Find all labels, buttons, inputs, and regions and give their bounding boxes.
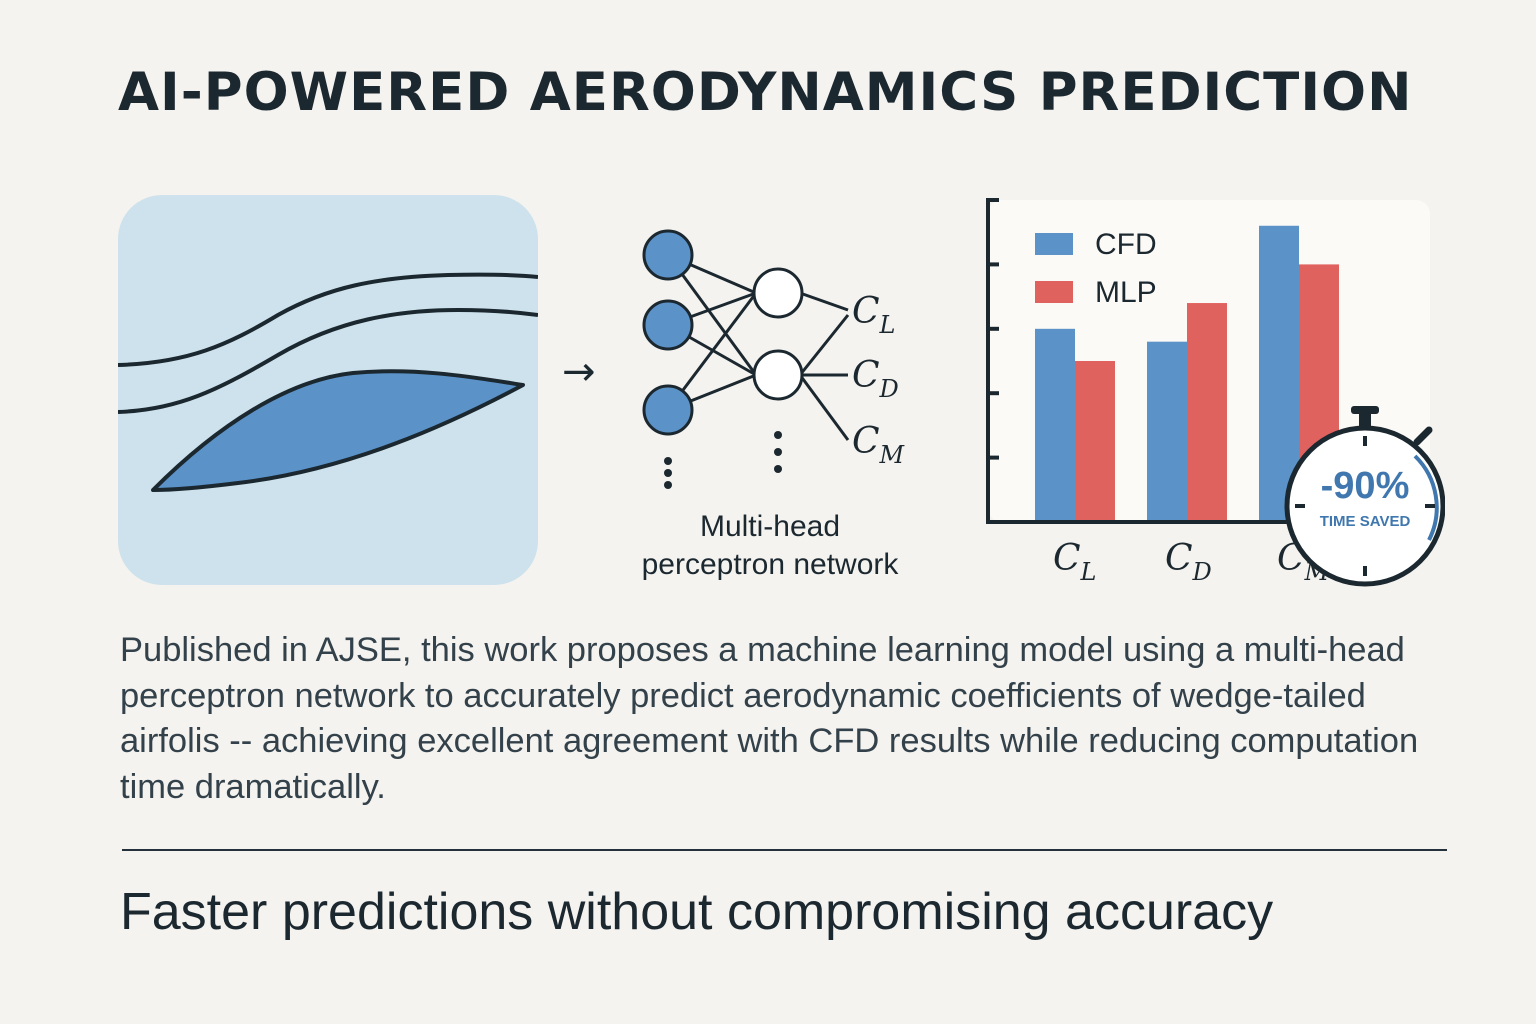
legend-label: MLP: [1095, 276, 1157, 309]
input-node: [642, 384, 694, 436]
streamline-upper: [118, 272, 538, 367]
x-tick-label: CL: [1053, 538, 1096, 586]
legend-swatch: [1035, 281, 1073, 303]
stopwatch-progress-arc: [1413, 454, 1439, 541]
hidden-node: [752, 349, 804, 401]
stopwatch-face: [1284, 425, 1445, 587]
badge-label: TIME SAVED: [1320, 513, 1411, 530]
network-caption: Multi-head perceptron network: [600, 508, 940, 584]
page-title: AI-POWERED AERODYNAMICS PREDICTION: [118, 62, 1413, 123]
output-label-cl: CL: [852, 291, 895, 339]
bar-mlp: [1075, 361, 1115, 522]
bar-cfd: [1147, 341, 1187, 522]
tagline: Faster predictions without compromising …: [120, 883, 1274, 941]
stopwatch-button: [1413, 426, 1433, 446]
input-node: [642, 229, 694, 281]
stopwatch-icon: -90% TIME SAVED: [1284, 406, 1445, 587]
x-tick-label: CD: [1165, 538, 1212, 586]
ellipsis-dots: [664, 431, 782, 489]
airfoil-shape: [151, 369, 525, 492]
legend-swatch: [1035, 233, 1073, 255]
badge-value: -90%: [1321, 465, 1410, 507]
network-caption-line1: Multi-head: [699, 510, 841, 543]
divider: [122, 849, 1447, 851]
airfoil-streamlines-icon: [118, 195, 538, 585]
streamline-lower: [118, 307, 538, 414]
bar-cfd: [1035, 328, 1075, 522]
hidden-node: [752, 267, 804, 319]
bar-mlp: [1187, 303, 1227, 522]
neural-network-icon: CL CD CM: [642, 229, 906, 489]
network-caption-line2: perceptron network: [641, 548, 899, 581]
stopwatch-crown-cap: [1351, 406, 1379, 414]
output-label-cd: CD: [852, 355, 899, 403]
output-label-cm: CM: [852, 421, 906, 469]
right-arrow-icon: →: [562, 349, 596, 395]
description: Published in AJSE, this work proposes a …: [120, 631, 1419, 806]
stopwatch-crown: [1359, 413, 1371, 428]
legend-label: CFD: [1095, 228, 1157, 261]
input-node: [642, 299, 694, 351]
